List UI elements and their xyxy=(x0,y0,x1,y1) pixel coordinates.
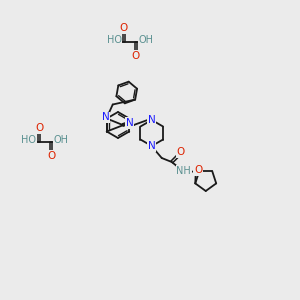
Text: N: N xyxy=(148,141,156,151)
Text: N: N xyxy=(148,115,156,125)
Text: O: O xyxy=(194,165,202,175)
Text: O: O xyxy=(35,123,43,133)
Text: OH: OH xyxy=(53,135,68,145)
Text: O: O xyxy=(177,147,185,157)
Text: N: N xyxy=(102,112,110,122)
Text: HO: HO xyxy=(22,135,37,145)
Text: N: N xyxy=(126,118,134,128)
Text: O: O xyxy=(47,151,55,161)
Text: NH: NH xyxy=(176,166,191,176)
Text: HO: HO xyxy=(106,35,122,45)
Text: O: O xyxy=(132,51,140,61)
Text: O: O xyxy=(120,23,128,33)
Text: OH: OH xyxy=(139,35,154,45)
